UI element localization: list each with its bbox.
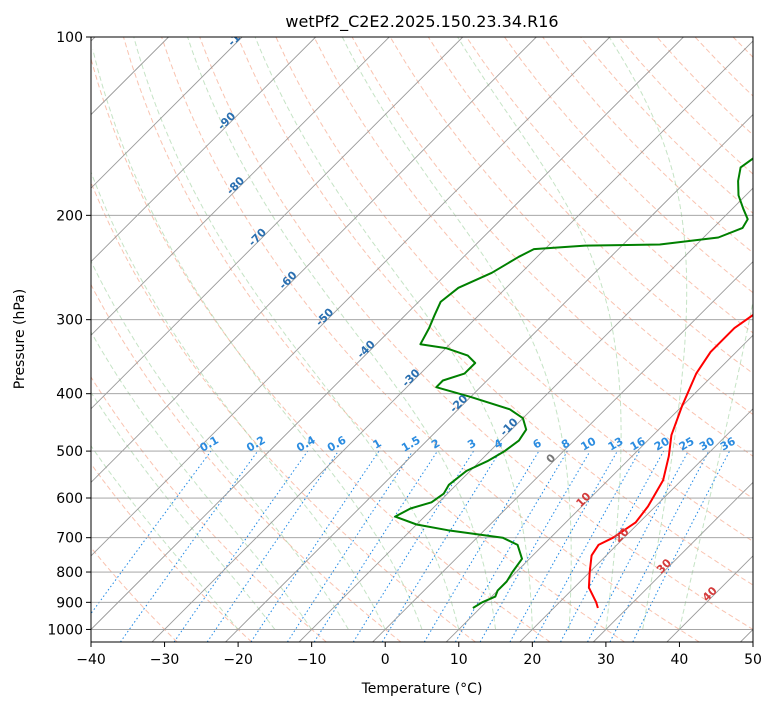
y-tick-label: 500 <box>56 444 83 460</box>
temperature-profile-line <box>587 313 753 609</box>
dry-adiabat <box>465 37 753 334</box>
dry-adiabat <box>504 37 753 294</box>
dewpoint-profile-line <box>394 157 753 609</box>
y-tick-label: 1000 <box>47 622 83 638</box>
mixing-ratio-line <box>509 450 618 642</box>
isotherm <box>225 113 753 642</box>
isotherm <box>445 334 753 642</box>
moist-adiabat <box>341 37 572 630</box>
x-axis-ticks: −40 −30 −20 −10 0 10 20 30 40 50 <box>76 642 762 668</box>
dry-adiabat <box>161 37 700 642</box>
mixing-ratio-line <box>286 450 414 642</box>
x-tick-label: −20 <box>223 652 253 668</box>
dry-adiabat <box>91 376 327 642</box>
mixing-ratio-line <box>313 450 438 642</box>
isotherm <box>91 37 243 189</box>
dry-adiabat <box>123 37 625 642</box>
y-tick-label: 200 <box>56 208 83 224</box>
x-tick-label: −30 <box>150 652 180 668</box>
chart-title: wetPf2_C2E2.2025.150.23.34.R16 <box>285 12 558 32</box>
isotherm <box>91 37 390 336</box>
isotherm-label: -100 <box>225 20 254 49</box>
grid-lines <box>91 37 753 642</box>
x-tick-label: −40 <box>76 652 106 668</box>
x-tick-label: 20 <box>523 652 541 668</box>
x-axis-label: Temperature (°C) <box>361 681 483 697</box>
moist-adiabat <box>91 445 239 630</box>
moist-adiabat <box>457 37 622 630</box>
mixing-ratio-line <box>250 450 380 642</box>
moist-adiabat <box>92 49 423 630</box>
moist-adiabat <box>608 37 688 630</box>
dry-adiabat <box>91 181 476 642</box>
mixing-ratio-line <box>560 450 665 642</box>
y-tick-label: 700 <box>56 531 83 547</box>
isotherm <box>519 408 753 642</box>
isotherm <box>593 481 753 642</box>
y-axis-label: Pressure (hPa) <box>12 289 28 389</box>
moist-adiabat <box>91 260 349 630</box>
moist-adiabat <box>187 37 497 630</box>
x-tick-label: 0 <box>381 652 390 668</box>
dry-adiabat <box>91 56 551 642</box>
y-tick-label: 800 <box>56 565 83 581</box>
x-tick-label: 40 <box>671 652 689 668</box>
moist-adiabat <box>91 391 276 630</box>
dry-adiabat <box>91 546 178 642</box>
isotherm <box>91 37 684 631</box>
isotherm <box>91 37 537 483</box>
isotherm <box>91 37 316 263</box>
x-tick-label: 10 <box>450 652 468 668</box>
mixing-ratio-line <box>352 450 475 642</box>
moist-adiabat <box>678 298 753 630</box>
isotherm <box>91 37 611 557</box>
moist-adiabat <box>91 330 313 630</box>
isotherm <box>372 261 753 642</box>
y-tick-label: 100 <box>56 30 83 46</box>
x-tick-label: 30 <box>597 652 615 668</box>
mixing-ratio-line <box>632 450 731 642</box>
profile-series <box>394 157 753 609</box>
dry-adiabat <box>199 37 753 630</box>
moist-adiabat <box>254 37 533 630</box>
isotherm <box>91 37 464 410</box>
y-tick-label: 400 <box>56 387 83 403</box>
y-tick-label: 300 <box>56 313 83 329</box>
isotherm <box>298 187 753 642</box>
x-tick-label: −10 <box>297 652 327 668</box>
mixing-ratio-line <box>381 450 501 642</box>
mixing-ratio-line <box>91 450 212 615</box>
dry-adiabat <box>237 37 753 586</box>
x-tick-label: 50 <box>744 652 762 668</box>
moist-adiabat <box>91 170 386 630</box>
y-tick-label: 900 <box>56 595 83 611</box>
mixing-ratio-line <box>173 450 309 642</box>
y-tick-label: 600 <box>56 491 83 507</box>
isotherm <box>151 40 753 642</box>
mixing-ratio-line <box>119 450 259 642</box>
mixing-ratio-line <box>533 450 640 642</box>
dry-adiabat <box>389 37 753 416</box>
dry-adiabat <box>313 37 753 500</box>
y-axis-ticks: 100 200 300 400 500 600 700 800 900 1000 <box>47 30 91 638</box>
plot-frame <box>90 36 754 643</box>
dry-adiabat <box>91 463 253 642</box>
mixing-ratio-line <box>206 450 339 642</box>
